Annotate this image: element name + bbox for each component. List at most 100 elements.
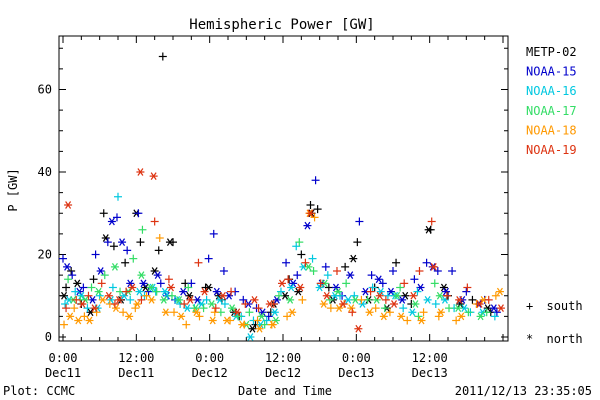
north-data-point [347,304,356,312]
x-tick-date-label: Dec13 [412,366,448,380]
x-tick-time-label: 12:00 [118,351,154,365]
south-data-point [97,279,106,288]
south-data-point [306,201,315,209]
south-data-point [410,275,419,284]
x-tick-time-label: 0:00 [49,351,78,365]
north-data-point [166,283,175,292]
south-data-point [123,246,132,255]
north-data-point [372,296,381,304]
north-data-point [218,291,227,300]
south-data-point [92,308,101,317]
north-data-point [401,291,410,300]
south-data-point [245,308,254,317]
north-data-point [375,291,384,300]
south-data-point [442,291,451,300]
south-data-point [156,279,165,288]
south-data-point [89,275,98,284]
north-data-point [411,300,420,308]
north-data-point [60,291,69,300]
north-data-point [476,312,485,321]
south-data-point [180,300,189,308]
north-data-point [88,296,97,304]
north-data-point [63,263,72,271]
north-data-point [153,271,162,279]
south-data-point [121,258,130,267]
north-data-point [436,308,445,317]
south-data-point [84,291,93,300]
south-data-point [484,295,493,304]
north-data-point [126,279,135,288]
south-data-point [164,275,173,284]
north-data-point [265,300,274,308]
north-data-point [246,333,255,341]
south-data-point [367,271,376,280]
south-data-point [70,304,79,313]
south-data-point [202,295,211,304]
south-data-point [392,258,401,267]
north-data-point [287,283,296,292]
north-data-point [294,287,303,296]
north-data-point [495,287,504,296]
south-data-point [276,287,285,296]
north-data-point [271,316,280,325]
south-data-point [313,205,322,214]
north-data-point [94,287,103,296]
north-data-point [179,287,188,296]
south-data-point [209,229,218,238]
south-data-point [321,262,330,271]
south-data-point [68,271,77,280]
north-marker-label: north [546,332,582,346]
south-data-point [490,312,499,321]
north-data-point [296,283,305,292]
south-data-point [282,258,291,267]
south-data-point [448,267,457,275]
north-data-point [101,234,110,242]
x-tick-time-label: 12:00 [265,351,301,365]
south-data-point [308,254,317,263]
south-data-point [403,316,412,325]
north-data-point [137,271,146,279]
south-data-point [355,217,364,226]
south-data-point [433,267,442,275]
north-data-point [322,291,331,300]
south-data-point [99,209,108,218]
north-data-point [222,316,231,325]
north-data-point [177,312,186,321]
south-data-point [492,308,501,317]
north-data-point [441,287,450,296]
north-data-point [454,304,463,312]
north-data-point [200,287,209,296]
south-data-point [380,304,389,313]
north-data-point [306,209,315,218]
north-data-point [128,283,137,292]
north-data-point [233,308,242,317]
chart-title: Hemispheric Power [GW] [189,17,374,33]
north-data-point [393,291,402,300]
north-data-point [358,300,367,308]
x-tick-date-label: Dec11 [45,366,81,380]
south-data-point [283,312,292,321]
south-marker-label: south [546,299,582,313]
south-data-point [142,291,151,300]
south-data-point [325,295,334,304]
north-data-point [315,283,324,292]
south-data-point [311,176,320,185]
north-data-point [133,300,142,308]
south-data-point [297,250,306,259]
north-data-point [303,221,312,230]
north-data-point [85,316,94,325]
north-data-point [386,287,395,296]
south-data-point [71,287,80,296]
south-data-point [204,254,213,263]
north-data-point [397,312,406,321]
south-data-point [383,291,392,300]
south-data-point [253,316,262,325]
north-data-point [146,283,155,292]
north-data-point [96,267,105,275]
south-data-point [464,308,473,317]
south-data-point [324,283,333,292]
north-data-point [186,296,195,304]
south-data-point [187,279,196,288]
north-data-point [423,296,432,304]
south-data-point [431,300,440,308]
